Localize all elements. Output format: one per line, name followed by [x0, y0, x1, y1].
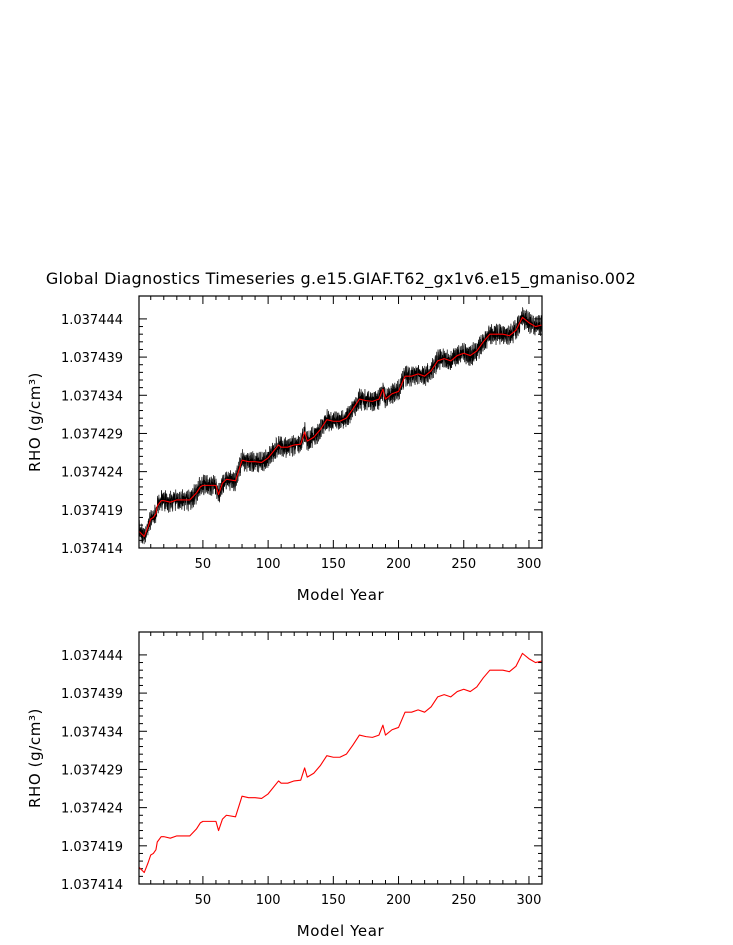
y-tick-label: 1.037429: [61, 763, 123, 778]
x-tick-label: 200: [386, 893, 411, 908]
y-tick-label: 1.037444: [61, 313, 123, 328]
x-tick-label: 50: [195, 893, 212, 908]
y-axis-label: RHO (g/cm³): [26, 372, 44, 472]
y-tick-label: 1.037424: [61, 802, 123, 817]
y-tick-label: 1.037434: [61, 725, 123, 740]
timeseries-panel-top: 50 100 150 200 250 300 1.037414 1.037419 1.03742…: [26, 295, 543, 604]
y-tick-label: 1.037419: [61, 840, 123, 855]
y-tick-label: 1.037429: [61, 427, 123, 442]
y-tick-label: 1.037434: [61, 389, 123, 404]
y-axis-label: RHO (g/cm³): [26, 708, 44, 808]
y-tick-label: 1.037419: [61, 504, 123, 519]
y-tick-label: 1.037414: [61, 878, 123, 893]
y-tick-label: 1.037439: [61, 687, 123, 702]
x-axis-label: Model Year: [297, 922, 385, 940]
y-tick-label: 1.037444: [61, 649, 123, 664]
y-tick-label: 1.037424: [61, 466, 123, 481]
x-tick-label: 250: [451, 557, 476, 572]
x-tick-label: 200: [386, 557, 411, 572]
x-tick-label: 300: [517, 557, 542, 572]
chart-title: Global Diagnostics Timeseries g.e15.GIAF…: [46, 269, 636, 289]
x-tick-label: 300: [517, 893, 542, 908]
y-tick-label: 1.037414: [61, 542, 123, 557]
x-tick-label: 150: [321, 557, 346, 572]
x-tick-label: 150: [321, 893, 346, 908]
plot-frame: [138, 631, 543, 885]
timeseries-panel-bottom: 50 100 150 200 250 300 1.037414 1.037419 1.03742…: [26, 631, 543, 940]
x-axis-label: Model Year: [297, 586, 385, 604]
raw-monthly-series-line: [138, 307, 543, 545]
x-tick-label: 100: [256, 557, 281, 572]
y-tick-label: 1.037439: [61, 351, 123, 366]
plot-frame: [138, 295, 543, 549]
x-tick-label: 100: [256, 893, 281, 908]
annual-mean-series-line: [138, 652, 543, 874]
x-tick-label: 50: [195, 557, 212, 572]
annual-mean-series-line: [138, 316, 543, 538]
x-tick-label: 250: [451, 893, 476, 908]
